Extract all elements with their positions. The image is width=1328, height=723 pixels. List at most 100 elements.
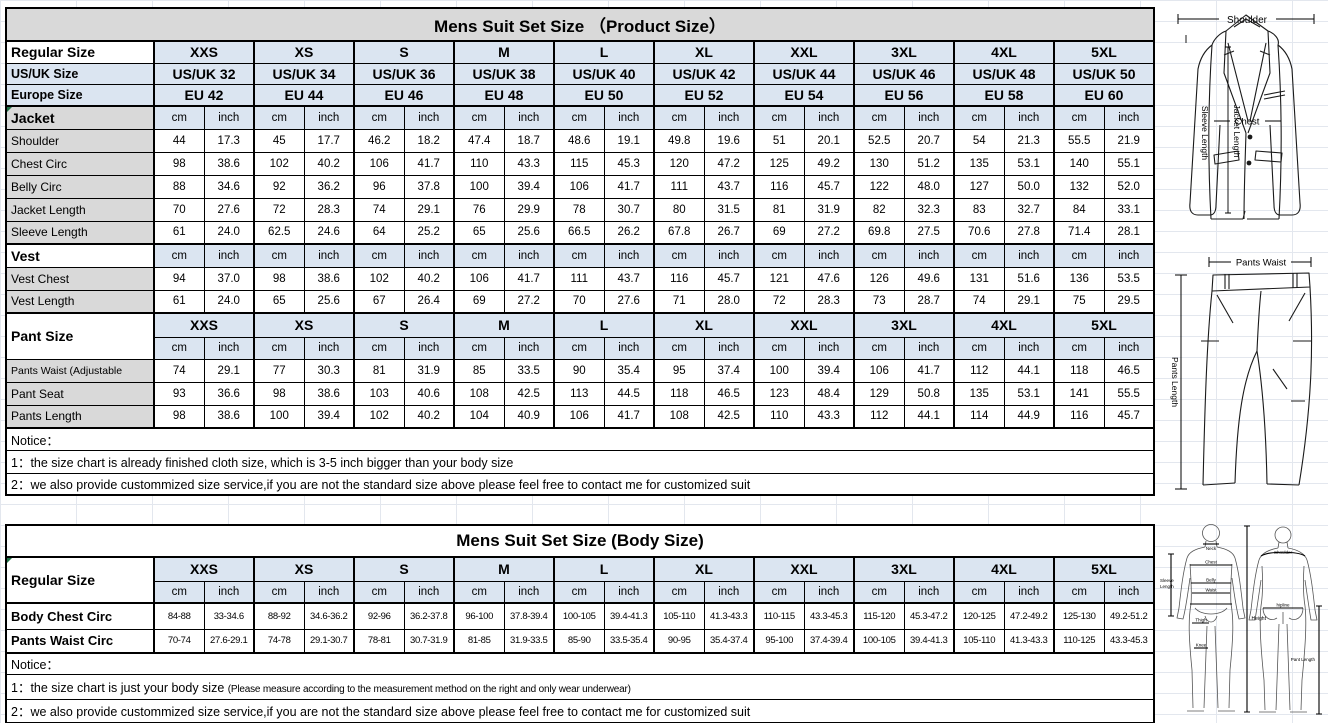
unit-header-cell: inch [303,336,355,360]
measure-value-cell: 98 [253,381,305,406]
unit-header-cell: inch [903,243,955,268]
measure-value-cell: 65 [453,220,505,245]
range-value-cell: 90-95 [653,628,705,654]
measure-value-cell: 98 [153,404,205,429]
row-label-body-chest-circ: Body Chest Circ [5,602,155,630]
row-label-shoulder: Shoulder [5,128,155,153]
size-header-cell: M [453,312,555,338]
unit-header-cell: inch [903,336,955,360]
unit-header-cell: inch [703,580,755,604]
unit-header-cell: cm [553,243,605,268]
unit-header-cell: inch [1003,580,1055,604]
row-label-pants-waist-circ: Pants Waist Circ [5,628,155,654]
unit-header-cell: inch [803,105,855,130]
row-label-jacket-length: Jacket Length [5,197,155,222]
measure-value-cell: 34.6 [203,174,255,199]
measure-value-cell: 123 [753,381,805,406]
measure-value-cell: 136 [1053,266,1105,291]
measure-value-cell: 27.2 [803,220,855,245]
unit-header-cell: cm [353,243,405,268]
range-value-cell: 35.4-37.4 [703,628,755,654]
eu-size-cell: EU 42 [153,83,255,107]
measure-value-cell: 38.6 [303,381,355,406]
unit-header-cell: inch [503,336,555,360]
row-label-pants-length: Pants Length [5,404,155,429]
eu-size-cell: EU 58 [953,83,1055,107]
unit-header-cell: cm [253,105,305,130]
measure-value-cell: 141 [1053,381,1105,406]
unit-header-cell: cm [453,580,505,604]
usuk-size-cell: US/UK 50 [1053,62,1155,85]
pants-waist-label: Pants Waist [1236,258,1287,269]
measure-value-cell: 82 [853,197,905,222]
range-value-cell: 33.5-35.4 [603,628,655,654]
measure-value-cell: 39.4 [303,404,355,429]
unit-header-cell: inch [603,105,655,130]
measure-value-cell: 95 [653,358,705,383]
measure-value-cell: 19.1 [603,128,655,153]
range-value-cell: 85-90 [553,628,605,654]
unit-header-cell: cm [853,105,905,130]
range-value-cell: 115-120 [853,602,905,630]
measure-value-cell: 72 [253,197,305,222]
unit-header-cell: inch [1003,243,1055,268]
range-value-cell: 96-100 [453,602,505,630]
size-header-cell: L [553,312,655,338]
size-header-cell: XS [253,40,355,64]
unit-header-cell: cm [653,243,705,268]
unit-header-cell: cm [853,336,905,360]
unit-header-cell: cm [953,243,1005,268]
body-notice-heading: Notice： [5,652,1155,675]
row-label-pants-waist: Pants Waist (Adjustable [5,358,155,383]
measure-value-cell: 49.8 [653,128,705,153]
measure-value-cell: 106 [553,404,605,429]
unit-header-cell: inch [603,336,655,360]
body-belly-label: Belly [1206,578,1217,583]
size-header-cell: XS [253,312,355,338]
body-hipline-label: hipline [1276,603,1290,608]
measure-value-cell: 70.6 [953,220,1005,245]
unit-header-cell: cm [753,243,805,268]
range-value-cell: 43.3-45.3 [1103,628,1155,654]
measure-value-cell: 135 [953,151,1005,176]
measure-value-cell: 41.7 [403,151,455,176]
unit-header-cell: inch [703,336,755,360]
measure-value-cell: 43.7 [603,266,655,291]
body-regular-size-label: Regular Size [5,556,155,604]
eu-size-cell: EU 54 [753,83,855,107]
body-sleeve-length-label-2: Length [1160,584,1174,589]
unit-header-cell: cm [753,336,805,360]
measure-value-cell: 110 [753,404,805,429]
front-figure-measure-lines [1168,525,1250,713]
measure-value-cell: 42.5 [703,404,755,429]
measure-value-cell: 54 [953,128,1005,153]
measure-value-cell: 44.9 [1003,404,1055,429]
measure-value-cell: 40.6 [403,381,455,406]
measure-value-cell: 122 [853,174,905,199]
measure-value-cell: 47.2 [703,151,755,176]
measure-value-cell: 64 [353,220,405,245]
measure-value-cell: 35.4 [603,358,655,383]
measure-value-cell: 51.6 [1003,266,1055,291]
usuk-size-cell: US/UK 38 [453,62,555,85]
body-pant-length-label: Pant Length [1291,657,1316,662]
measure-value-cell: 44.5 [603,381,655,406]
measure-value-cell: 44.1 [1003,358,1055,383]
measure-value-cell: 40.2 [303,151,355,176]
pants-measurement-diagram: Pants Waist Pants Length [1170,257,1313,490]
unit-header-cell: cm [1053,105,1105,130]
unit-header-cell: cm [953,580,1005,604]
unit-header-cell: cm [853,580,905,604]
measure-value-cell: 44.1 [903,404,955,429]
range-value-cell: 37.4-39.4 [803,628,855,654]
unit-header-cell: cm [453,243,505,268]
measure-value-cell: 44 [153,128,205,153]
vest-section-label: Vest [5,243,155,268]
unit-header-cell: cm [453,105,505,130]
unit-header-cell: inch [303,580,355,604]
unit-header-cell: inch [403,336,455,360]
measure-value-cell: 81 [353,358,405,383]
measure-value-cell: 106 [353,151,405,176]
measure-value-cell: 90 [553,358,605,383]
measure-value-cell: 102 [353,404,405,429]
